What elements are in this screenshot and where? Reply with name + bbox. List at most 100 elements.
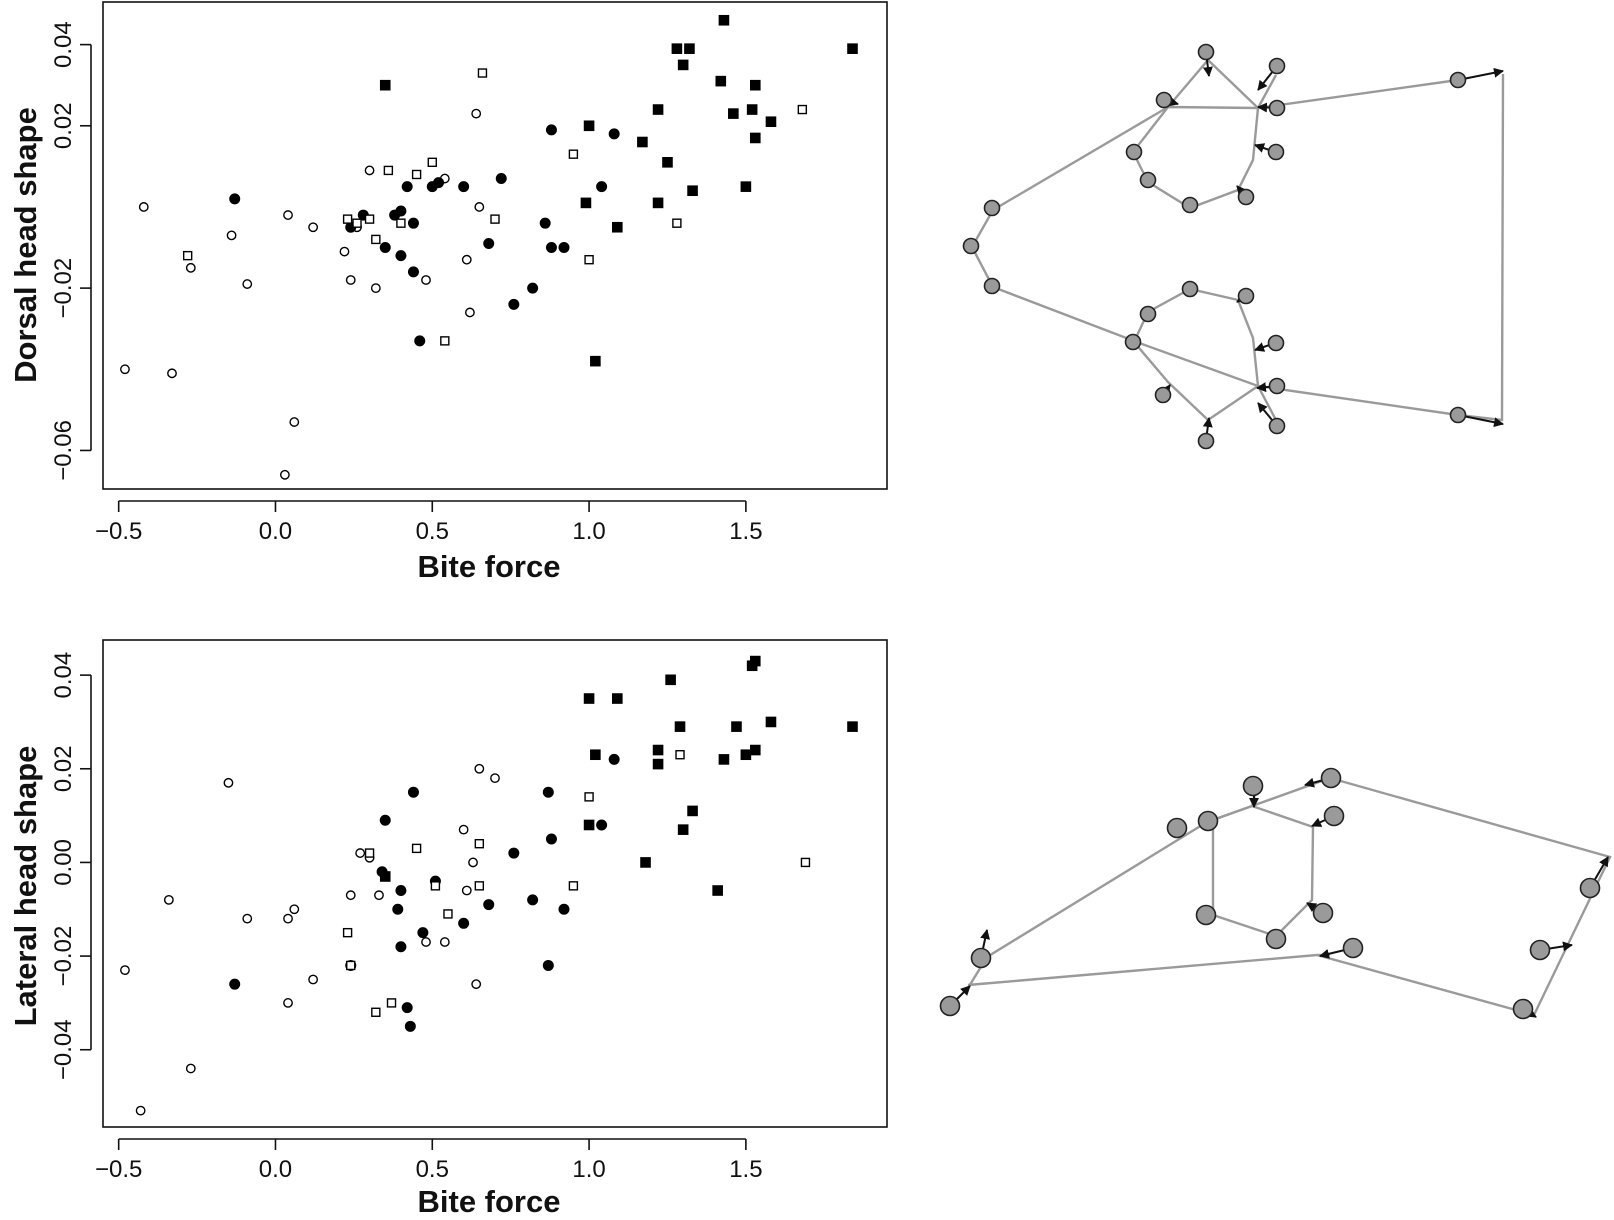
lateral-y-tick-label: 0.04 bbox=[50, 652, 77, 699]
dorsal-point-open-circle bbox=[471, 108, 482, 119]
lateral-x-tick-label: −0.5 bbox=[95, 1156, 142, 1183]
lateral-point-filled-square bbox=[612, 693, 623, 704]
dorsal-point-filled-circle bbox=[458, 181, 470, 193]
lateral-point-open-circle bbox=[468, 857, 478, 868]
dorsal-point-filled-square bbox=[740, 181, 752, 192]
lateral-point-filled-circle bbox=[545, 833, 557, 845]
dorsal-point-filled-square bbox=[746, 104, 758, 115]
dorsal-landmark bbox=[1237, 287, 1255, 305]
lateral-outline-orbit bbox=[1211, 804, 1315, 938]
dorsal-landmark bbox=[1449, 71, 1467, 89]
dorsal-point-open-circle bbox=[242, 279, 253, 289]
dorsal-point-filled-square bbox=[671, 43, 683, 54]
dorsal-point-open-circle bbox=[226, 230, 237, 241]
lateral-point-open-circle bbox=[135, 1105, 146, 1116]
lateral-point-open-circle bbox=[283, 913, 293, 924]
dorsal-landmark bbox=[1139, 171, 1157, 189]
dorsal-shape-diagram bbox=[962, 43, 1505, 450]
lateral-y-tick-label: 0.00 bbox=[50, 839, 77, 886]
dorsal-y-tick-label: −0.06 bbox=[50, 420, 77, 481]
dorsal-landmark bbox=[1268, 417, 1286, 435]
lateral-point-filled-square bbox=[652, 744, 664, 756]
lateral-point-filled-circle bbox=[401, 1002, 413, 1014]
lateral-point-open-circle bbox=[458, 824, 469, 835]
lateral-shape-diagram bbox=[939, 767, 1612, 1020]
dorsal-point-open-circle bbox=[474, 202, 485, 212]
lateral-point-open-circle bbox=[289, 904, 300, 915]
dorsal-point-filled-circle bbox=[495, 173, 507, 185]
dorsal-point-open-square bbox=[383, 165, 394, 176]
lateral-point-filled-circle bbox=[395, 885, 407, 897]
lateral-y-axis: −0.04 −0.02 0.00 0.02 0.04 bbox=[50, 652, 92, 1080]
dorsal-point-open-circle bbox=[185, 262, 196, 273]
lateral-point-filled-square bbox=[847, 721, 858, 732]
lateral-point-filled-circle bbox=[229, 978, 241, 990]
lateral-point-filled-square bbox=[583, 693, 595, 704]
dorsal-outline bbox=[970, 73, 1505, 422]
dorsal-point-filled-square bbox=[847, 43, 858, 54]
lateral-y-tick-label: −0.02 bbox=[50, 926, 77, 987]
lateral-y-axis-title: Lateral head shape bbox=[8, 746, 43, 1027]
lateral-point-open-square bbox=[371, 1007, 381, 1017]
dorsal-point-open-square bbox=[797, 104, 808, 115]
lateral-landmark bbox=[1195, 904, 1217, 926]
lateral-point-open-square bbox=[675, 750, 685, 760]
lateral-landmark bbox=[1197, 810, 1219, 832]
lateral-point-open-circle bbox=[355, 848, 366, 858]
dorsal-point-filled-square bbox=[749, 79, 761, 91]
dorsal-y-tick-label: −0.02 bbox=[50, 258, 77, 319]
lateral-point-filled-square bbox=[749, 655, 761, 667]
lateral-landmark bbox=[1320, 767, 1342, 789]
lateral-point-filled-square bbox=[718, 754, 730, 765]
lateral-point-filled-square bbox=[712, 885, 723, 896]
dorsal-y-tick-label: 0.02 bbox=[50, 102, 77, 149]
lateral-point-filled-square bbox=[677, 824, 689, 835]
dorsal-point-filled-circle bbox=[414, 335, 426, 347]
dorsal-landmark bbox=[983, 199, 1001, 217]
lateral-x-tick-label: 0.5 bbox=[416, 1156, 449, 1183]
lateral-landmark bbox=[1265, 928, 1287, 950]
dorsal-point-open-square bbox=[342, 214, 353, 224]
lateral-point-filled-square bbox=[583, 819, 595, 831]
lateral-point-filled-square bbox=[640, 857, 651, 868]
dorsal-point-open-square bbox=[427, 157, 437, 168]
dorsal-x-tick-label: 0.0 bbox=[259, 518, 292, 545]
dorsal-point-open-circle bbox=[421, 275, 431, 285]
lateral-plot-frame bbox=[102, 639, 888, 1128]
lateral-point-filled-circle bbox=[508, 847, 520, 859]
dorsal-point-filled-circle bbox=[395, 205, 407, 217]
dorsal-point-open-square bbox=[584, 255, 594, 265]
dorsal-point-filled-circle bbox=[508, 298, 520, 310]
dorsal-plot-frame bbox=[102, 1, 888, 490]
dorsal-point-open-square bbox=[352, 218, 362, 228]
dorsal-point-open-circle bbox=[339, 246, 350, 257]
dorsal-point-filled-square bbox=[765, 116, 777, 128]
lateral-landmark bbox=[1242, 775, 1264, 797]
dorsal-landmark bbox=[1268, 99, 1286, 117]
dorsal-point-filled-circle bbox=[596, 181, 608, 193]
dorsal-landmark bbox=[1154, 386, 1172, 404]
lateral-landmark bbox=[1323, 805, 1345, 827]
dorsal-point-filled-circle bbox=[545, 242, 557, 254]
dorsal-point-filled-circle bbox=[401, 181, 413, 193]
dorsal-points bbox=[120, 14, 858, 480]
lateral-point-open-circle bbox=[490, 773, 500, 784]
lateral-point-open-circle bbox=[374, 890, 384, 901]
lateral-point-filled-square bbox=[731, 721, 742, 732]
lateral-point-open-circle bbox=[283, 998, 293, 1008]
lateral-landmark bbox=[1312, 902, 1334, 924]
dorsal-point-open-square bbox=[411, 169, 422, 180]
dorsal-landmark bbox=[1267, 334, 1285, 352]
dorsal-landmark bbox=[1181, 196, 1199, 214]
dorsal-point-open-square bbox=[568, 149, 579, 159]
lateral-point-open-square bbox=[568, 881, 579, 891]
dorsal-landmark bbox=[1125, 143, 1143, 161]
dorsal-point-open-circle bbox=[465, 307, 475, 318]
dorsal-y-axis-title: Dorsal head shape bbox=[8, 107, 43, 383]
lateral-point-filled-circle bbox=[458, 917, 470, 929]
lateral-x-tick-label: 0.0 bbox=[259, 1156, 292, 1183]
dorsal-point-filled-square bbox=[677, 59, 689, 71]
dorsal-landmark bbox=[1449, 406, 1467, 424]
lateral-point-filled-circle bbox=[395, 941, 407, 953]
lateral-point-filled-circle bbox=[407, 786, 419, 798]
